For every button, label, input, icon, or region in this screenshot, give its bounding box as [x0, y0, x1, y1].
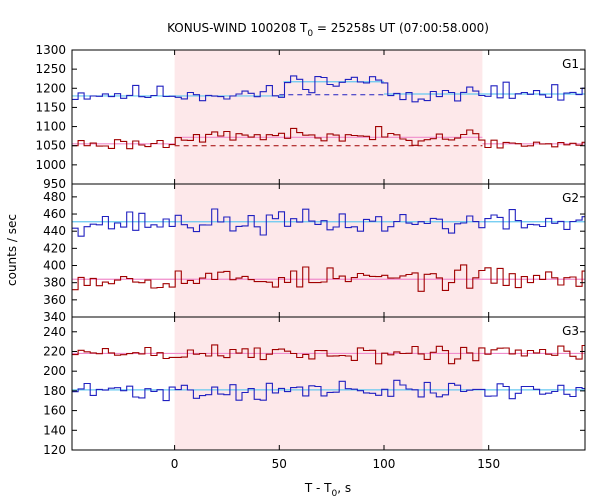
y-tick-label: 440	[43, 224, 66, 238]
shaded-interval	[174, 50, 483, 450]
y-tick-label: 1000	[35, 158, 66, 172]
y-tick-label: 140	[43, 423, 66, 437]
panel-g2	[72, 208, 585, 292]
y-tick-label: 380	[43, 276, 66, 290]
y-tick-label: 460	[43, 207, 66, 221]
x-tick-label: 100	[373, 457, 396, 471]
title-subscript: 0	[307, 29, 313, 39]
panel-g3	[72, 344, 585, 402]
y-tick-label: 340	[43, 310, 66, 324]
y-tick-label: 1150	[35, 100, 66, 114]
y-tick-label: 1200	[35, 81, 66, 95]
panel-frame	[71, 316, 586, 451]
panel-label: G2	[562, 191, 579, 205]
red-count-histogram	[72, 126, 585, 150]
y-tick-label: 1100	[35, 120, 66, 134]
blue-count-histogram	[72, 379, 585, 402]
red-count-histogram	[72, 264, 585, 292]
red-count-histogram	[72, 344, 585, 365]
y-tick-label: 240	[43, 325, 66, 339]
panel-frames-layer	[71, 49, 586, 451]
x-label-subscript: 0	[332, 489, 338, 499]
panel-label: G3	[562, 324, 579, 338]
y-tick-label: 120	[43, 443, 66, 457]
y-tick-label: 1250	[35, 62, 66, 76]
y-tick-label: 1050	[35, 139, 66, 153]
y-tick-label: 420	[43, 241, 66, 255]
panel-label: G1	[562, 57, 579, 71]
y-axis-label: counts / sec	[5, 214, 19, 286]
blue-count-histogram	[72, 208, 585, 237]
x-tick-label: 50	[272, 457, 287, 471]
y-tick-label: 180	[43, 384, 66, 398]
x-tick-label: 150	[477, 457, 500, 471]
y-tick-label: 400	[43, 259, 66, 273]
blue-count-histogram	[72, 75, 585, 103]
ticks-layer: 9501000105011001150120012501300G13403603…	[35, 43, 585, 471]
series-layer	[72, 75, 585, 402]
x-tick-label: 0	[171, 457, 179, 471]
y-tick-label: 1300	[35, 43, 66, 57]
chart-title: KONUS-WIND 100208 T0 = 25258s UT (07:00:…	[167, 21, 489, 39]
y-tick-label: 360	[43, 293, 66, 307]
y-tick-label: 200	[43, 364, 66, 378]
y-tick-label: 950	[43, 177, 66, 191]
shaded-interval-layer	[174, 50, 483, 450]
y-tick-label: 480	[43, 190, 66, 204]
y-tick-label: 160	[43, 404, 66, 418]
x-axis-label: T - T0, s	[304, 481, 351, 499]
y-tick-label: 220	[43, 344, 66, 358]
panel-g1	[72, 75, 585, 150]
